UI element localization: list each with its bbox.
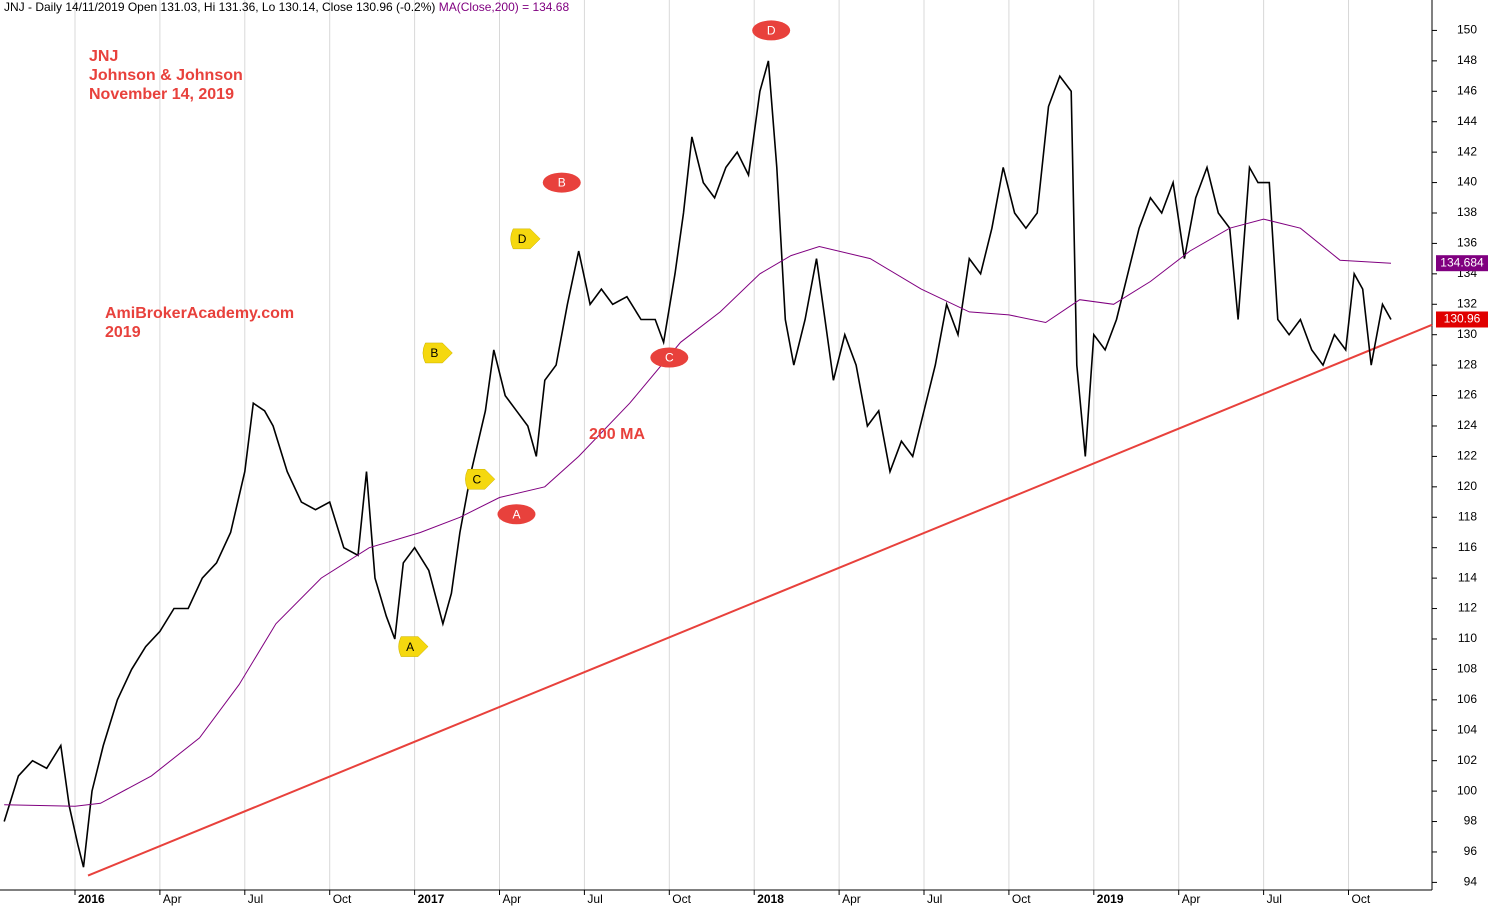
annotation: November 14, 2019 [89, 86, 234, 103]
trendline [87, 323, 1433, 877]
y-tick-label: 150 [1457, 23, 1477, 37]
annotation: Johnson & Johnson [89, 67, 243, 84]
x-tick-label: Apr [503, 892, 522, 906]
y-tick-label: 102 [1457, 753, 1477, 767]
x-tick-label: Oct [1352, 892, 1371, 906]
y-tick-label: 124 [1457, 418, 1477, 432]
x-tick-label: Oct [672, 892, 691, 906]
x-tick-label: Jul [248, 892, 263, 906]
marker-label: D [518, 232, 527, 246]
y-tick-label: 106 [1457, 692, 1477, 706]
header: JNJ - Daily 14/11/2019 Open 131.03, Hi 1… [4, 0, 569, 14]
y-tick-label: 138 [1457, 205, 1477, 219]
annotation: 2019 [105, 324, 141, 341]
y-tick-label: 146 [1457, 83, 1477, 97]
x-tick-label: Jul [927, 892, 942, 906]
y-tick-label: 132 [1457, 296, 1477, 310]
x-tick-label: Jul [587, 892, 602, 906]
y-tick-label: 100 [1457, 783, 1477, 797]
marker-label: C [665, 351, 674, 365]
marker [465, 468, 496, 490]
last-value-label: 130.96 [1444, 312, 1481, 326]
last-value-box [1436, 311, 1488, 328]
marker [510, 228, 541, 250]
annotation: 200 MA [589, 426, 646, 443]
marker [422, 342, 453, 364]
y-tick-label: 144 [1457, 114, 1477, 128]
marker [398, 636, 429, 657]
y-tick-label: 142 [1457, 144, 1477, 158]
marker-label: A [512, 507, 520, 521]
x-tick-label: Oct [333, 892, 352, 906]
y-tick-label: 108 [1457, 662, 1477, 676]
y-tick-label: 98 [1464, 814, 1478, 828]
ma-label: MA(Close,200) = 134.68 [438, 0, 570, 14]
y-tick-label: 96 [1464, 844, 1478, 858]
y-tick-label: 116 [1458, 540, 1477, 554]
series-line [4, 218, 1392, 807]
annotation-block: JNJ Johnson & Johnson November 14, 2019 [89, 47, 243, 104]
y-tick-label: 120 [1457, 479, 1477, 493]
y-tick-label: 128 [1457, 357, 1477, 371]
x-tick-label: Apr [1182, 892, 1201, 906]
y-tick-label: 112 [1458, 601, 1477, 615]
annotation-block: AmiBrokerAcademy.com 2019 [105, 304, 294, 342]
last-value-label: 134.684 [1440, 255, 1484, 269]
marker [650, 347, 689, 368]
marker-label: C [473, 472, 482, 486]
marker [497, 504, 536, 525]
marker-label: A [406, 640, 414, 654]
x-tick-label: Apr [163, 892, 182, 906]
y-tick-label: 114 [1458, 570, 1477, 584]
y-tick-label: 148 [1457, 53, 1477, 67]
y-tick-label: 118 [1458, 509, 1477, 523]
y-tick-label: 126 [1457, 388, 1477, 402]
y-tick-label: 136 [1457, 236, 1477, 250]
quote: JNJ - Daily 14/11/2019 Open 131.03, Hi 1… [4, 0, 436, 14]
marker-label: B [430, 346, 438, 360]
marker [542, 172, 581, 193]
x-tick-label: 2016 [78, 892, 105, 906]
annotation: AmiBrokerAcademy.com [105, 305, 295, 322]
marker-label: B [558, 176, 566, 190]
marker [752, 20, 791, 41]
x-tick-label: Apr [842, 892, 861, 906]
annotation: JNJ [89, 48, 119, 65]
x-tick-label: 2018 [757, 892, 784, 906]
x-tick-label: Jul [1267, 892, 1282, 906]
x-tick-label: 2019 [1097, 892, 1124, 906]
y-tick-label: 94 [1464, 875, 1478, 889]
y-tick-label: 130 [1457, 327, 1477, 341]
marker-label: D [767, 24, 776, 38]
x-tick-label: 2017 [418, 892, 445, 906]
y-tick-label: 122 [1457, 449, 1477, 463]
y-tick-label: 110 [1458, 631, 1477, 645]
last-value-box [1436, 255, 1488, 272]
y-tick-label: 140 [1457, 175, 1477, 189]
x-tick-label: Oct [1012, 892, 1031, 906]
y-tick-label: 104 [1457, 722, 1477, 736]
series-line [3, 60, 1392, 868]
